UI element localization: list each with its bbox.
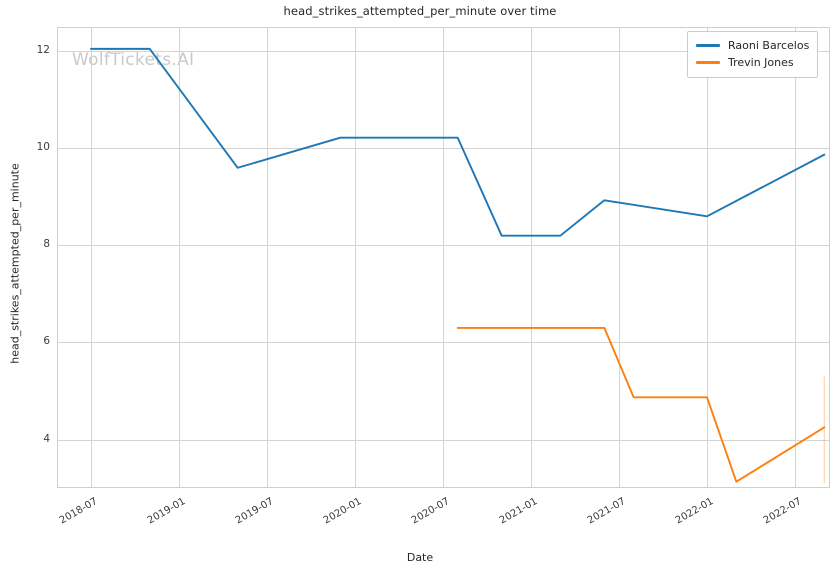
data-series-layer bbox=[90, 47, 826, 484]
legend-item[interactable]: Raoni Barcelos bbox=[696, 37, 809, 54]
gridline-vertical bbox=[443, 28, 444, 487]
gridline-vertical bbox=[531, 28, 532, 487]
gridline-vertical bbox=[91, 28, 92, 487]
gridline-vertical bbox=[267, 28, 268, 487]
gridline-horizontal bbox=[58, 148, 829, 150]
series-line bbox=[456, 326, 826, 483]
plot-area: WolfTickets.AI bbox=[57, 27, 830, 488]
gridline-vertical bbox=[619, 28, 620, 487]
gridline-vertical bbox=[707, 28, 708, 487]
y-axis-tick-labels: 4 6 8 10 12 bbox=[0, 0, 50, 575]
x-tick-label: 2022-07 bbox=[761, 496, 804, 527]
y-axis-label: head_strikes_attempted_per_minute bbox=[8, 163, 22, 364]
chart-title: head_strikes_attempted_per_minute over t… bbox=[283, 4, 557, 18]
legend-color-swatch bbox=[696, 44, 720, 47]
x-tick-label: 2019-07 bbox=[233, 496, 276, 527]
gridline-vertical bbox=[179, 28, 180, 487]
x-tick-label: 2019-01 bbox=[145, 496, 188, 527]
gridline-vertical bbox=[795, 28, 796, 487]
legend-color-swatch bbox=[696, 61, 720, 64]
gridline-horizontal bbox=[58, 439, 829, 441]
x-tick-label: 2020-07 bbox=[409, 496, 452, 527]
x-tick-label: 2021-01 bbox=[497, 496, 540, 527]
x-tick-label: 2020-01 bbox=[321, 496, 364, 527]
y-tick-label: 4 bbox=[43, 432, 50, 445]
y-tick-label: 6 bbox=[43, 335, 50, 348]
y-tick-label: 10 bbox=[36, 141, 50, 154]
x-tick-label: 2021-07 bbox=[585, 496, 628, 527]
gridline-horizontal bbox=[58, 342, 829, 344]
x-axis-label: Date bbox=[406, 551, 434, 564]
y-tick-label: 12 bbox=[36, 44, 50, 57]
y-tick-label: 8 bbox=[43, 238, 50, 251]
legend-label: Raoni Barcelos bbox=[728, 39, 810, 52]
series-line bbox=[90, 47, 826, 237]
legend-item[interactable]: Trevin Jones bbox=[696, 54, 809, 71]
gridline-horizontal bbox=[58, 51, 829, 53]
x-tick-label: 2022-01 bbox=[673, 496, 716, 527]
gridline-horizontal bbox=[58, 245, 829, 247]
legend-label: Trevin Jones bbox=[728, 56, 794, 69]
gridline-vertical bbox=[355, 28, 356, 487]
legend: Raoni Barcelos Trevin Jones bbox=[687, 31, 819, 78]
